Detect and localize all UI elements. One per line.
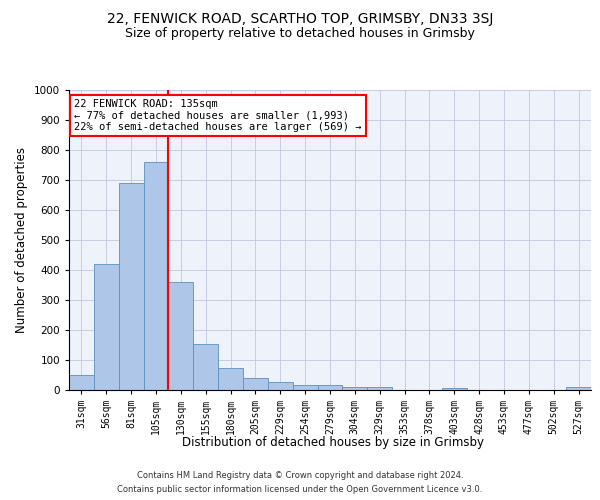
Bar: [69, 375, 94, 390]
Bar: [317, 384, 343, 390]
Text: Size of property relative to detached houses in Grimsby: Size of property relative to detached ho…: [125, 28, 475, 40]
Bar: [243, 378, 268, 390]
Bar: [218, 368, 243, 390]
Bar: [343, 387, 367, 390]
Text: 22, FENWICK ROAD, SCARTHO TOP, GRIMSBY, DN33 3SJ: 22, FENWICK ROAD, SCARTHO TOP, GRIMSBY, …: [107, 12, 493, 26]
Bar: [94, 264, 119, 390]
Bar: [119, 183, 143, 390]
Text: 22 FENWICK ROAD: 135sqm
← 77% of detached houses are smaller (1,993)
22% of semi: 22 FENWICK ROAD: 135sqm ← 77% of detache…: [74, 99, 362, 132]
Bar: [442, 388, 467, 390]
Text: Distribution of detached houses by size in Grimsby: Distribution of detached houses by size …: [182, 436, 484, 449]
Text: Contains HM Land Registry data © Crown copyright and database right 2024.: Contains HM Land Registry data © Crown c…: [137, 472, 463, 480]
Text: Contains public sector information licensed under the Open Government Licence v3: Contains public sector information licen…: [118, 484, 482, 494]
Bar: [143, 162, 169, 390]
Bar: [169, 282, 193, 390]
Bar: [566, 387, 591, 390]
Bar: [293, 384, 317, 390]
Bar: [193, 344, 218, 390]
Bar: [268, 382, 293, 390]
Bar: [367, 387, 392, 390]
Y-axis label: Number of detached properties: Number of detached properties: [15, 147, 28, 333]
